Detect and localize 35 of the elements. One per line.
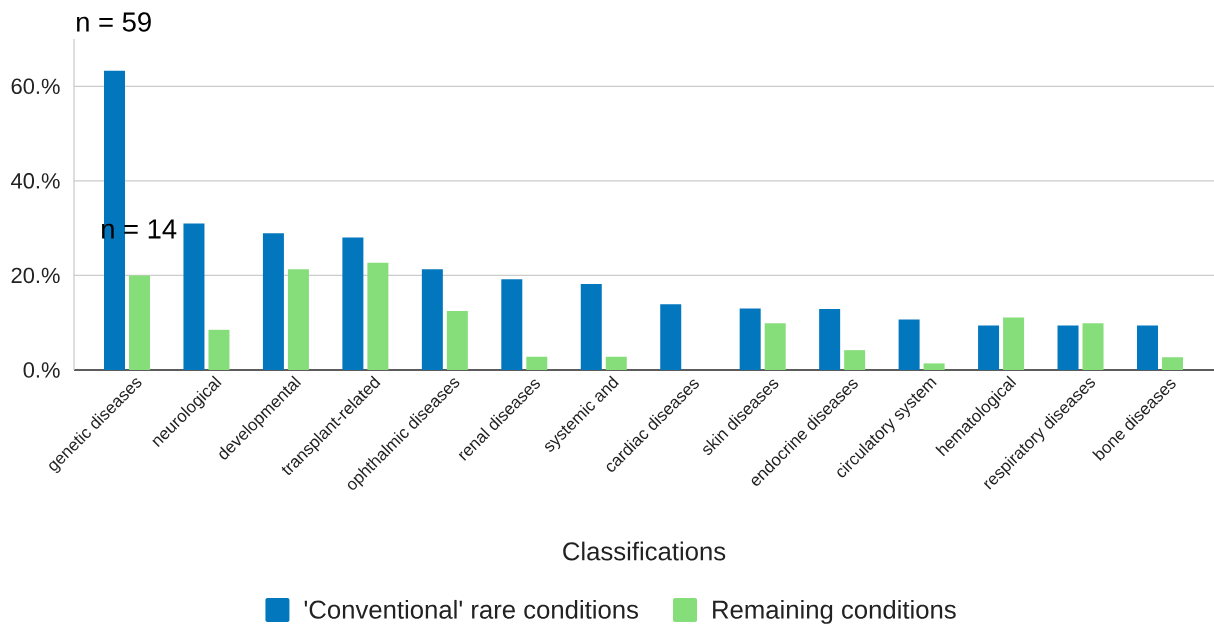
bar	[208, 329, 230, 370]
bar	[739, 308, 761, 370]
bar	[580, 283, 602, 370]
y-tick-label: 40.%	[11, 173, 60, 189]
bar	[1136, 325, 1158, 370]
bar	[660, 304, 682, 370]
bar	[183, 223, 205, 370]
y-tick-label: 60.%	[11, 78, 60, 95]
y-tick-label: 20.%	[11, 267, 60, 284]
bar	[526, 356, 548, 370]
bar	[1057, 325, 1079, 370]
bar	[342, 237, 364, 370]
bar	[923, 363, 945, 370]
y-tick-label: 0.%	[23, 362, 60, 378]
bar	[287, 269, 309, 370]
bar	[1082, 323, 1104, 370]
bar	[764, 323, 786, 370]
legend-label: Remaining conditions	[713, 599, 956, 624]
bar	[104, 70, 125, 370]
bar	[605, 356, 627, 370]
bar	[819, 309, 841, 370]
bar	[129, 275, 150, 370]
x-axis-title: Classifications	[563, 541, 726, 561]
bar	[262, 233, 284, 370]
text: n = 59	[77, 12, 151, 32]
legend-label: 'Conventional' rare conditions	[304, 599, 638, 619]
bar	[898, 319, 920, 370]
bar	[367, 262, 389, 370]
bar	[446, 310, 468, 370]
bar	[844, 350, 866, 370]
bar	[501, 279, 523, 370]
bar	[1003, 317, 1025, 370]
bar	[421, 269, 443, 370]
bar	[978, 325, 1000, 370]
bar	[1161, 357, 1183, 370]
